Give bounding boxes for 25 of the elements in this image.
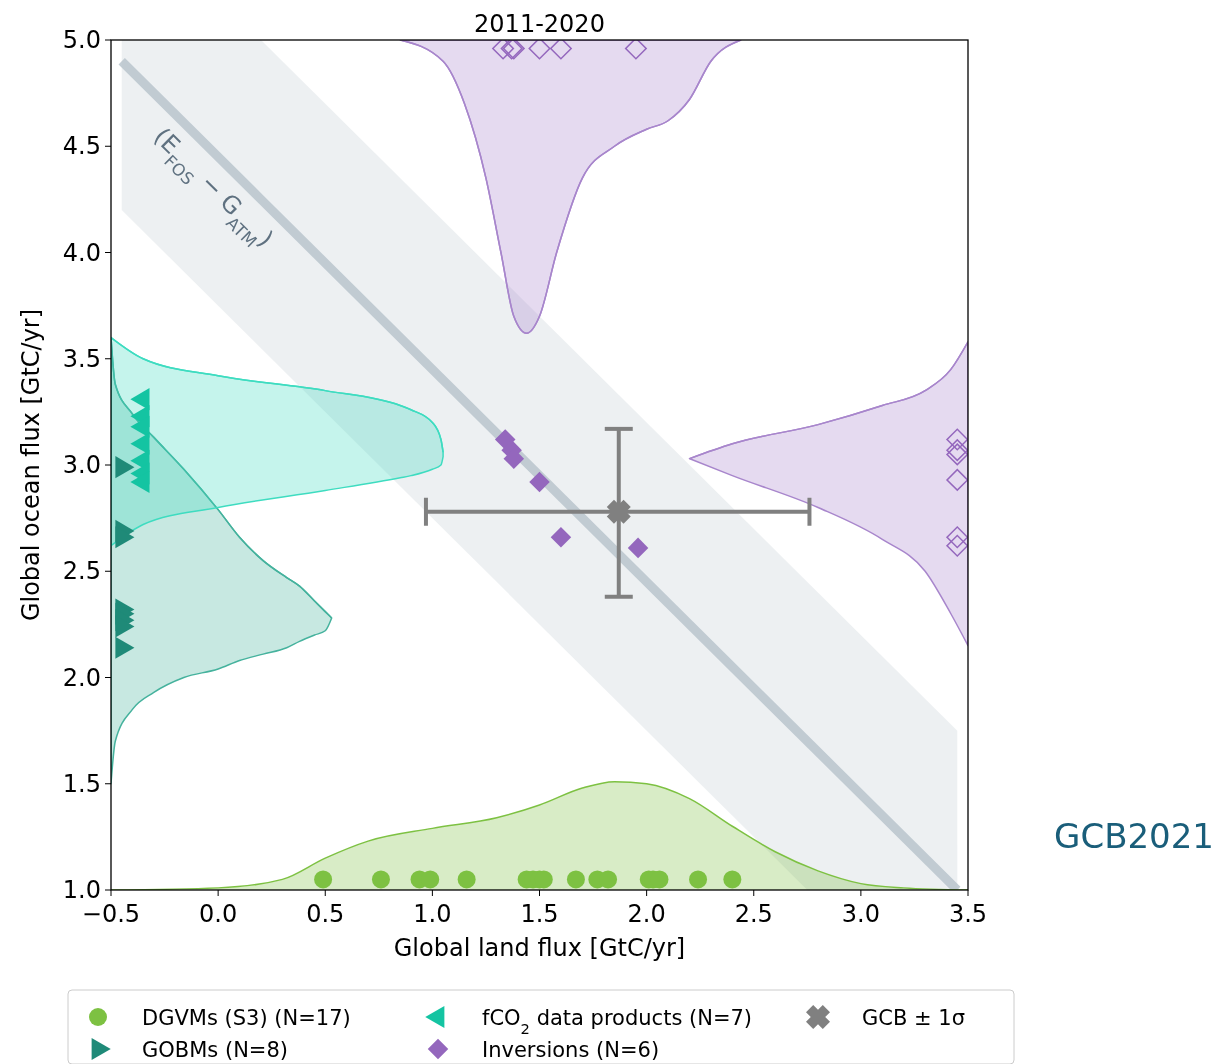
y-axis-title: Global ocean flux [GtC/yr] bbox=[17, 308, 45, 622]
x-tick-label: 2.0 bbox=[627, 900, 666, 928]
legend-label: fCO$_{2}$ data products (N=7) bbox=[482, 1006, 753, 1037]
x-tick-label: 3.0 bbox=[841, 900, 880, 928]
legend-label: GOBMs (N=8) bbox=[142, 1038, 288, 1062]
y-tick-label: 5.0 bbox=[62, 26, 101, 54]
y-tick-label: 4.5 bbox=[62, 132, 101, 161]
x-axis-title: Global land flux [GtC/yr] bbox=[393, 934, 686, 962]
y-tick-label: 2.0 bbox=[62, 663, 101, 692]
x-tick-label: 3.5 bbox=[948, 900, 988, 928]
y-tick-label: 2.5 bbox=[62, 557, 101, 586]
x-tick-label: 0.5 bbox=[306, 900, 345, 928]
legend-label: Inversions (N=6) bbox=[482, 1038, 660, 1062]
x-tick-label: 2.5 bbox=[734, 900, 773, 928]
x-tick-label: 1.5 bbox=[520, 900, 559, 928]
y-tick-label: 4.0 bbox=[62, 238, 101, 267]
legend-label: DGVMs (S3) (N=17) bbox=[142, 1006, 351, 1030]
text: GCB2021 bbox=[1054, 816, 1214, 856]
chart-title: 2011-2020 bbox=[474, 10, 605, 38]
x-tick-label: 0.0 bbox=[199, 900, 238, 928]
legend-label: GCB ± 1σ bbox=[862, 1006, 965, 1030]
y-tick-label: 3.5 bbox=[62, 344, 101, 373]
y-tick-label: 3.0 bbox=[62, 451, 101, 479]
x-tick-label: 1.0 bbox=[413, 900, 452, 928]
y-tick-label: 1.5 bbox=[62, 769, 101, 798]
